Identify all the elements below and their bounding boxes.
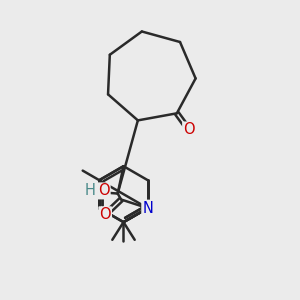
- Text: H: H: [85, 183, 96, 198]
- Text: O: O: [99, 207, 111, 222]
- Text: O: O: [183, 122, 195, 137]
- Text: O: O: [98, 183, 110, 198]
- Text: N: N: [142, 201, 153, 216]
